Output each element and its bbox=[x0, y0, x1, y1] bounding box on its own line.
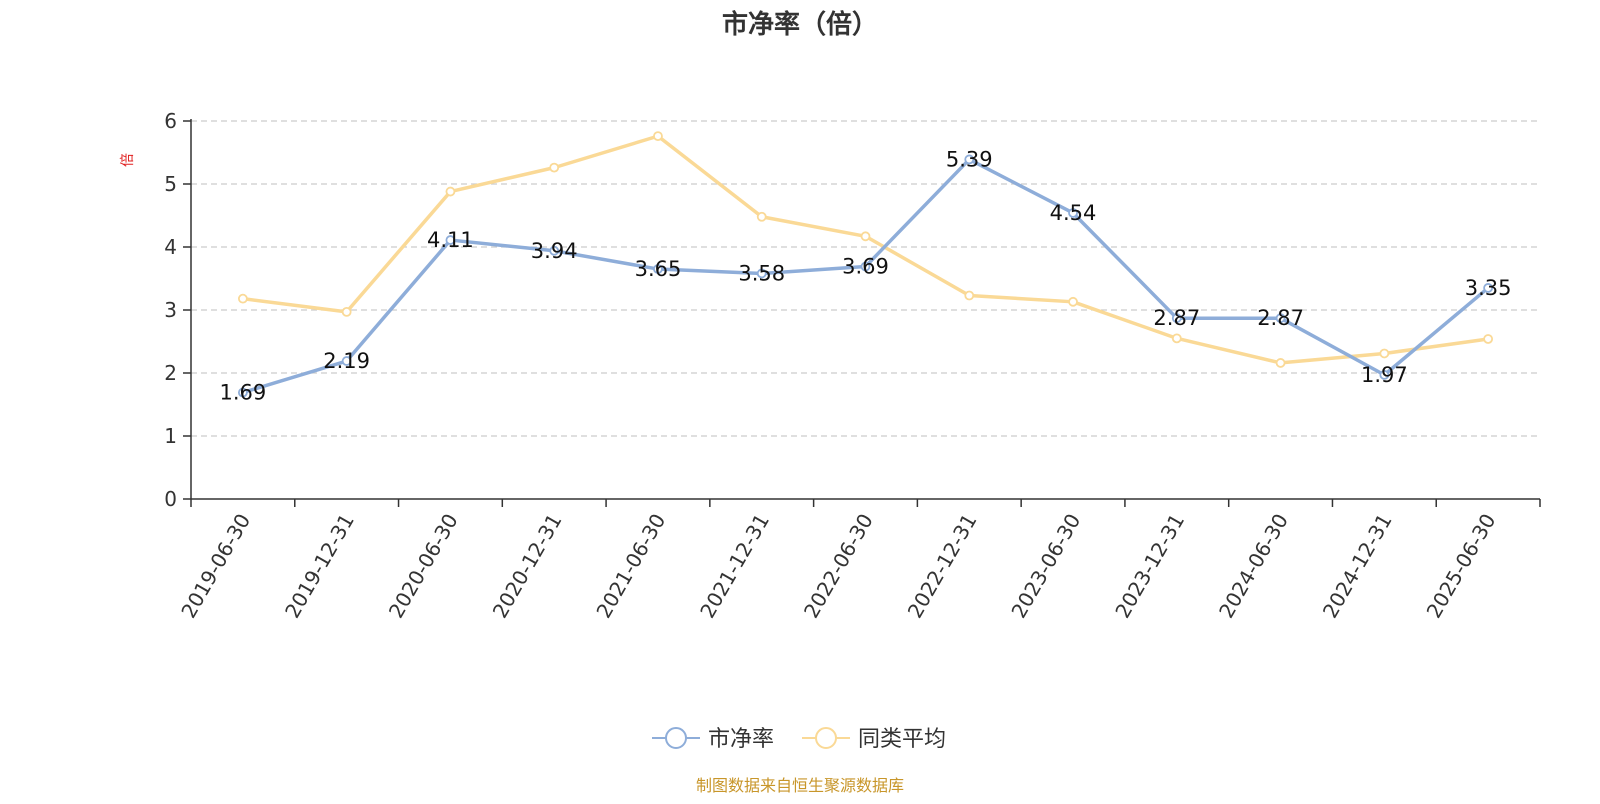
data-point bbox=[964, 290, 975, 301]
data-point bbox=[237, 387, 248, 398]
data-point bbox=[549, 245, 560, 256]
data-label: 1.69 bbox=[220, 381, 267, 405]
data-label: 2.19 bbox=[323, 349, 370, 373]
data-point bbox=[445, 235, 456, 245]
data-point bbox=[1483, 283, 1494, 293]
data-label: 5.39 bbox=[946, 147, 993, 171]
y-tick-label: 6 bbox=[164, 109, 177, 133]
data-label: 4.54 bbox=[1050, 201, 1097, 225]
source-note: 制图数据来自恒生聚源数据库 bbox=[696, 776, 904, 795]
data-point bbox=[1379, 369, 1390, 380]
legend[interactable]: 市净率 同类平均 bbox=[652, 727, 946, 752]
legend-marker bbox=[815, 727, 837, 749]
data-point bbox=[860, 261, 871, 272]
data-point bbox=[549, 162, 560, 173]
legend-item[interactable]: 同类平均 bbox=[802, 727, 946, 752]
data-point bbox=[756, 268, 767, 279]
legend-marker bbox=[665, 727, 687, 749]
data-point bbox=[1379, 348, 1390, 359]
data-point bbox=[1275, 358, 1286, 368]
data-point bbox=[445, 186, 456, 197]
data-label: 3.35 bbox=[1465, 276, 1512, 300]
x-tick-label: 2020-06-30 bbox=[384, 510, 463, 623]
data-label: 2.87 bbox=[1257, 306, 1304, 330]
y-tick-label: 5 bbox=[164, 172, 177, 196]
data-point bbox=[1483, 334, 1494, 344]
data-point bbox=[653, 131, 663, 142]
data-point bbox=[860, 231, 871, 242]
x-tick-label: 2021-12-31 bbox=[695, 510, 774, 623]
series-lines bbox=[237, 131, 1494, 398]
x-tick-label: 2024-06-30 bbox=[1214, 510, 1293, 623]
data-point bbox=[653, 264, 663, 274]
x-tick-label: 2019-06-30 bbox=[176, 510, 255, 623]
data-point bbox=[1275, 313, 1286, 324]
data-labels: 1.69 2.19 4.11 3.94 3.65 3.58 3.69 5.39 4.54 2.87… bbox=[220, 147, 1512, 404]
data-label: 3.58 bbox=[738, 261, 785, 285]
data-label: 3.65 bbox=[635, 257, 682, 281]
legend-label: 市净率 bbox=[708, 727, 774, 752]
data-label: 4.11 bbox=[427, 228, 474, 252]
data-label: 3.69 bbox=[842, 255, 889, 279]
y-axis-unit: 倍 bbox=[120, 153, 136, 167]
data-point bbox=[1068, 296, 1078, 307]
y-tick-label: 1 bbox=[164, 424, 177, 448]
x-tick-label: 2022-06-30 bbox=[799, 510, 878, 623]
x-tick-label: 2022-12-31 bbox=[903, 510, 982, 623]
y-tick-label: 0 bbox=[164, 487, 177, 511]
data-label: 3.94 bbox=[531, 239, 578, 263]
grid-lines bbox=[191, 120, 1540, 437]
legend-label: 同类平均 bbox=[858, 727, 946, 752]
x-tick-label: 2025-06-30 bbox=[1422, 510, 1501, 623]
data-point bbox=[341, 306, 352, 317]
data-point bbox=[964, 154, 975, 165]
data-point bbox=[756, 211, 767, 222]
data-label: 1.97 bbox=[1361, 363, 1408, 387]
chart-title: 市净率（倍） bbox=[722, 9, 878, 40]
x-tick-label: 2023-06-30 bbox=[1006, 510, 1085, 623]
x-tick-label: 2021-06-30 bbox=[591, 510, 670, 623]
x-tick-label: 2024-12-31 bbox=[1318, 510, 1397, 623]
x-tick-label: 2019-12-31 bbox=[280, 510, 359, 623]
data-point bbox=[1171, 313, 1182, 324]
data-point bbox=[341, 356, 352, 366]
data-point bbox=[237, 293, 248, 304]
y-tick-label: 4 bbox=[164, 235, 177, 259]
data-point bbox=[1068, 208, 1078, 218]
legend-item[interactable]: 市净率 bbox=[652, 727, 774, 752]
y-tick-label: 2 bbox=[164, 361, 177, 385]
y-tick-label: 3 bbox=[164, 298, 177, 322]
data-point bbox=[1171, 333, 1182, 344]
data-label: 2.87 bbox=[1153, 306, 1200, 330]
axes: 0 1 2 3 4 5 6 2019-06-30 2019-12-31 2020-06-30 202… bbox=[164, 109, 1541, 623]
x-tick-label: 2020-12-31 bbox=[488, 510, 567, 623]
x-tick-label: 2023-12-31 bbox=[1110, 510, 1189, 623]
